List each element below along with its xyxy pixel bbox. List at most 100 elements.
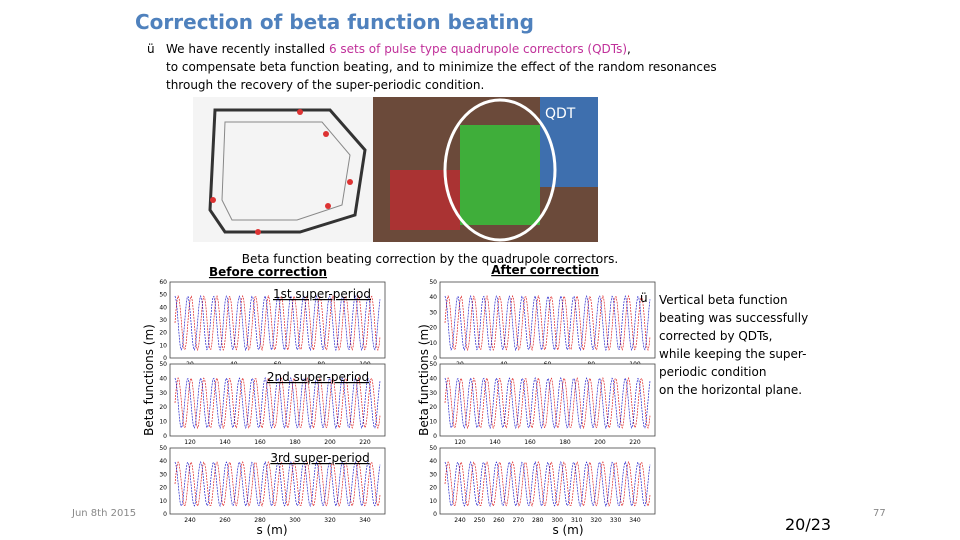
y-tick-label: 50	[429, 361, 437, 368]
y-tick-label: 50	[429, 279, 437, 286]
beta-curve	[174, 294, 381, 352]
text: We have recently installed	[166, 42, 329, 56]
plot-frame	[439, 447, 656, 515]
beta-curve	[444, 376, 651, 430]
side-note: Vertical beta function beating was succes…	[659, 291, 808, 399]
y-tick-label: 10	[159, 342, 167, 349]
y-tick-label: 0	[163, 433, 167, 440]
x-tick-label: 310	[571, 517, 583, 524]
plot-frame	[169, 281, 386, 359]
y-tick-label: 0	[433, 433, 437, 440]
after-label: After correction	[491, 263, 599, 277]
x-tick-label: 320	[324, 517, 336, 524]
photo-label: QDT	[545, 106, 576, 122]
y-tick-label: 50	[159, 292, 167, 299]
x-tick-label: 180	[559, 439, 571, 446]
x-tick-label: 180	[289, 439, 301, 446]
x-tick-label: 160	[254, 439, 266, 446]
beta-curve	[444, 461, 651, 507]
bullet-line: through the recovery of the super-period…	[166, 78, 485, 92]
x-tick-label: 280	[532, 517, 544, 524]
beta-curve	[444, 376, 651, 430]
beta-curve	[444, 294, 651, 352]
x-tick-label: 220	[629, 439, 641, 446]
y-tick-label: 30	[159, 471, 167, 478]
note-line: on the horizontal plane.	[659, 383, 803, 397]
x-tick-label: 200	[594, 439, 606, 446]
y-tick-label: 30	[159, 390, 167, 397]
y-tick-label: 30	[159, 317, 167, 324]
x-tick-label: 220	[359, 439, 371, 446]
x-tick-label: 320	[590, 517, 602, 524]
y-tick-label: 40	[429, 458, 437, 465]
x-tick-label: 250	[474, 517, 486, 524]
plots: 6050403020100204060801005040302010012014…	[159, 279, 656, 524]
note-mark: ü	[640, 291, 648, 305]
y-tick-label: 30	[429, 390, 437, 397]
x-axis-label: s (m)	[256, 523, 287, 537]
y-tick-label: 40	[159, 458, 167, 465]
period-label: 3rd super-period	[270, 451, 369, 465]
highlight: 6 sets of pulse type quadrupole correcto…	[328, 42, 628, 56]
beta-curve	[444, 294, 651, 352]
y-tick-label: 20	[429, 485, 437, 492]
bullet-line: to compensate beta function beating, and…	[166, 60, 717, 74]
photo	[373, 97, 598, 242]
x-tick-label: 280	[254, 517, 266, 524]
note-line: Vertical beta function	[659, 293, 788, 307]
y-tick-label: 40	[429, 375, 437, 382]
plot-frame	[439, 363, 656, 437]
beta-curve	[174, 461, 381, 508]
beta-curve	[174, 294, 381, 352]
page: 20/23	[785, 515, 832, 534]
y-tick-label: 0	[433, 355, 437, 362]
y-tick-label: 20	[159, 485, 167, 492]
x-tick-label: 120	[184, 439, 196, 446]
x-tick-label: 340	[359, 517, 371, 524]
x-tick-label: 120	[454, 439, 466, 446]
x-tick-label: 160	[524, 439, 536, 446]
beta-curve	[174, 376, 381, 430]
x-tick-label: 300	[289, 517, 301, 524]
text: ,	[627, 42, 631, 56]
period-label: 2nd super-period	[267, 370, 369, 384]
x-tick-label: 240	[454, 517, 466, 524]
y-tick-label: 50	[429, 445, 437, 452]
title: Correction of beta function beating	[135, 10, 534, 34]
date: Jun 8th 2015	[72, 508, 137, 519]
x-tick-label: 260	[219, 517, 231, 524]
y-tick-label: 10	[429, 419, 437, 426]
x-tick-label: 260	[493, 517, 505, 524]
note-line: beating was successfully	[659, 311, 809, 325]
before-label: Before correction	[209, 265, 327, 279]
x-tick-label: 140	[489, 439, 501, 446]
y-tick-label: 10	[159, 419, 167, 426]
x-tick-label: 300	[551, 517, 563, 524]
y-tick-label: 40	[159, 375, 167, 382]
y-tick-label: 10	[159, 498, 167, 505]
caption: Beta function beating correction by the …	[242, 252, 619, 266]
y-tick-label: 20	[429, 325, 437, 332]
y-axis-label: Beta functions (m)	[417, 324, 431, 436]
note-line: periodic condition	[659, 365, 767, 379]
ring-map	[193, 97, 373, 242]
y-tick-label: 30	[429, 309, 437, 316]
y-tick-label: 20	[429, 404, 437, 411]
y-tick-label: 10	[429, 498, 437, 505]
y-tick-label: 20	[159, 330, 167, 337]
y-tick-label: 30	[429, 471, 437, 478]
y-axis-label: Beta functions (m)	[142, 324, 156, 436]
plot-frame	[169, 447, 386, 515]
x-tick-label: 270	[513, 517, 525, 524]
y-tick-label: 0	[433, 511, 437, 518]
y-tick-label: 50	[159, 361, 167, 368]
y-tick-label: 60	[159, 279, 167, 286]
x-tick-label: 330	[610, 517, 622, 524]
beta-curve	[174, 376, 381, 430]
y-tick-label: 50	[159, 445, 167, 452]
x-tick-label: 340	[629, 517, 641, 524]
slide-number: 77	[873, 508, 886, 519]
y-tick-label: 20	[159, 404, 167, 411]
